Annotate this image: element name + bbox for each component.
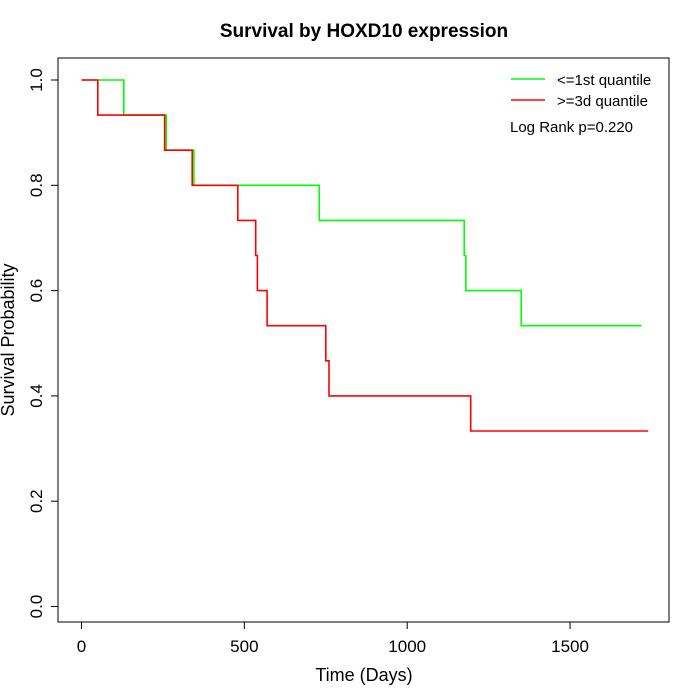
y-tick-label: 0.4: [27, 384, 46, 408]
y-tick-label: 0.0: [27, 595, 46, 619]
series-layer: [81, 79, 649, 432]
y-tick-label: 1.0: [27, 68, 46, 92]
x-tick-label: 0: [77, 637, 86, 656]
y-axis: 0.0 0.2 0.4 0.6 0.8 1.0: [27, 68, 59, 619]
plot-frame: [57, 57, 670, 623]
x-tick-label: 1000: [388, 637, 426, 656]
x-tick-label: 500: [230, 637, 258, 656]
chart-title: Survival by HOXD10 expression: [220, 21, 508, 42]
x-axis: 0 500 1000 1500: [77, 621, 589, 656]
survival-curve-series-2: [81, 79, 649, 432]
legend: <=1st quantile >=3d quantile Log Rank p=…: [510, 72, 651, 136]
legend-label-series-2: >=3d quantile: [557, 93, 648, 110]
legend-label-series-1: <=1st quantile: [557, 72, 651, 89]
log-rank-annotation: Log Rank p=0.220: [510, 119, 633, 136]
y-axis-label: Survival Probability: [0, 263, 18, 416]
x-axis-label: Time (Days): [315, 665, 412, 685]
y-tick-label: 0.6: [27, 279, 46, 303]
x-tick-label: 1500: [551, 637, 589, 656]
survival-curve-series-1: [81, 79, 642, 327]
y-tick-label: 0.8: [27, 173, 46, 197]
y-tick-label: 0.2: [27, 489, 46, 513]
